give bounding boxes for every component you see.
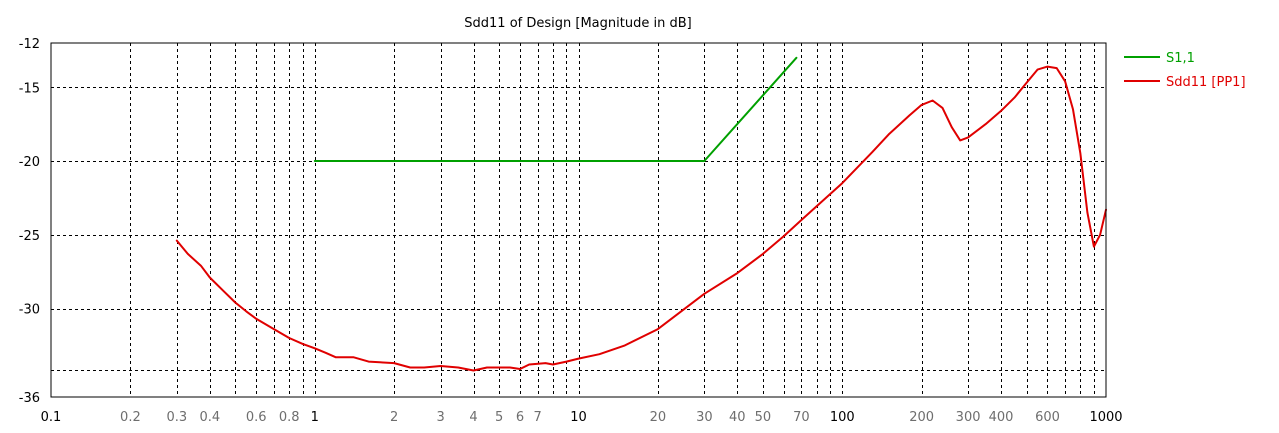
series-lines [175,56,1107,372]
x-tick-label: 1000 [1089,410,1122,425]
x-tick-label: 10 [570,410,587,425]
legend: S1,1 Sdd11 [PP1] [1124,51,1246,90]
x-tick-label: 2 [390,410,398,425]
legend-label: Sdd11 [PP1] [1166,75,1246,90]
x-tick-label: 0.8 [279,410,300,425]
x-tick-label: 30 [696,410,713,425]
chart-title: Sdd11 of Design [Magnitude in dB] [464,16,691,31]
x-tick-label: 0.2 [120,410,141,425]
grid-lines [51,43,1106,397]
x-tick-label: 600 [1035,410,1060,425]
y-axis-ticks: -12 -15 -20 -25 -30 -36 [19,37,40,406]
x-tick-label: 3 [436,410,444,425]
y-tick-label: -15 [19,81,40,96]
x-tick-label: 70 [793,410,810,425]
x-tick-label: 400 [989,410,1014,425]
x-tick-label: 5 [495,410,503,425]
x-tick-label: 1 [311,410,319,425]
x-tick-label: 40 [729,410,746,425]
x-tick-label: 100 [830,410,855,425]
legend-label: S1,1 [1166,51,1195,66]
x-tick-label: 200 [909,410,934,425]
x-tick-label: 4 [469,410,477,425]
y-tick-label: -36 [19,391,40,406]
y-tick-label: -30 [19,303,40,318]
x-tick-label: 300 [956,410,981,425]
x-tick-label: 0.4 [199,410,220,425]
y-tick-label: -20 [19,155,40,170]
x-tick-label: 6 [516,410,524,425]
x-tick-label: 7 [534,410,542,425]
series-line-2 [175,65,1107,372]
x-tick-label: 0.6 [246,410,267,425]
plot-frame [50,42,1107,398]
y-tick-label: -12 [19,37,40,52]
x-tick-label: 0.1 [41,410,62,425]
x-tick-label: 0.3 [166,410,187,425]
x-tick-label: 50 [755,410,772,425]
x-axis-ticks: 0.1 0.2 0.3 0.4 0.6 0.8 1 2 3 4 5 6 7 10 20 30 40 50 70 100… [41,410,1123,425]
y-tick-label: -25 [19,229,40,244]
x-tick-label: 20 [650,410,667,425]
series-line-1 [313,56,798,162]
